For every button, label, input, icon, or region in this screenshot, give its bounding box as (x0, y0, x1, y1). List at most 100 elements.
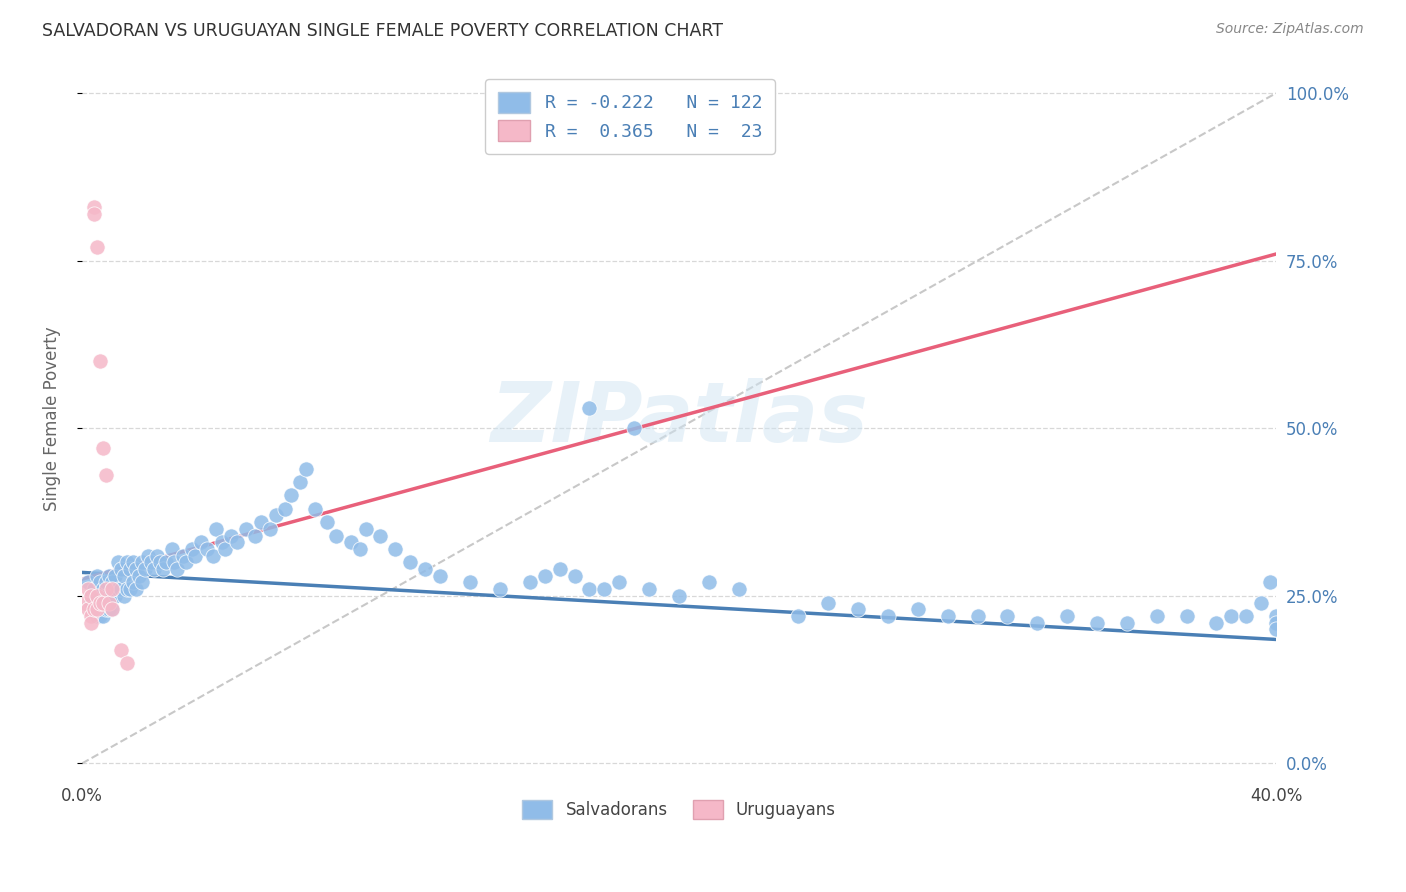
Point (101, 575, 124, 590)
Point (519, 575, 541, 590)
Point (94, 589, 117, 603)
Point (1056, 609, 1078, 624)
Point (115, 555, 138, 569)
Point (86, 609, 108, 624)
Point (429, 568, 451, 582)
Point (80, 615, 103, 630)
Point (83, 602, 105, 616)
Point (190, 535, 212, 549)
Point (94, 575, 117, 590)
Point (142, 562, 165, 576)
Point (243, 528, 266, 542)
Point (91, 582, 114, 597)
Point (131, 555, 153, 569)
Point (89, 596, 111, 610)
Point (399, 555, 422, 569)
Point (211, 535, 233, 549)
Point (1265, 609, 1288, 624)
Point (125, 562, 148, 576)
Point (274, 501, 297, 516)
Point (139, 555, 162, 569)
Point (86, 589, 108, 603)
Point (1205, 615, 1227, 630)
Point (136, 549, 159, 563)
Point (121, 555, 143, 569)
Point (181, 541, 204, 556)
Point (166, 562, 188, 576)
Point (112, 568, 135, 582)
Point (907, 602, 929, 616)
Point (83, 200, 105, 214)
Point (1258, 575, 1281, 590)
Point (128, 568, 150, 582)
Point (160, 541, 183, 556)
Point (413, 562, 436, 576)
Point (226, 535, 249, 549)
Point (288, 475, 311, 489)
Point (936, 609, 959, 624)
Point (80, 589, 103, 603)
Text: SALVADORAN VS URUGUAYAN SINGLE FEMALE POVERTY CORRELATION CHART: SALVADORAN VS URUGUAYAN SINGLE FEMALE PO… (42, 22, 723, 40)
Point (623, 421, 645, 435)
Point (877, 609, 900, 624)
Point (91, 602, 114, 616)
Point (304, 501, 326, 516)
Point (83, 207, 105, 221)
Point (202, 549, 225, 563)
Point (86, 602, 108, 616)
Point (195, 541, 218, 556)
Point (1250, 596, 1272, 610)
Point (107, 555, 129, 569)
Point (89, 575, 111, 590)
Point (564, 568, 586, 582)
Point (83, 602, 105, 616)
Point (846, 602, 869, 616)
Point (94, 602, 117, 616)
Point (125, 582, 148, 597)
Point (259, 522, 281, 536)
Point (966, 609, 988, 624)
Point (172, 549, 194, 563)
Point (264, 508, 287, 523)
Point (107, 582, 129, 597)
Point (1220, 609, 1243, 624)
Point (163, 555, 186, 569)
Point (548, 562, 571, 576)
Point (91, 609, 114, 624)
Point (458, 575, 481, 590)
Legend: Salvadorans, Uruguayans: Salvadorans, Uruguayans (516, 793, 842, 826)
Point (370, 528, 392, 542)
Point (77, 602, 100, 616)
Point (97, 602, 120, 616)
Point (101, 602, 124, 616)
Point (97, 596, 120, 610)
Point (97, 589, 120, 603)
Point (638, 582, 661, 597)
Point (89, 609, 111, 624)
Point (578, 582, 600, 597)
Point (80, 609, 103, 624)
Point (1234, 609, 1257, 624)
Point (89, 354, 111, 368)
Point (315, 515, 337, 529)
Point (97, 568, 120, 582)
Point (280, 488, 302, 502)
Point (91, 442, 114, 456)
Point (349, 541, 371, 556)
Point (1265, 615, 1288, 630)
Point (86, 568, 108, 582)
Point (86, 240, 108, 254)
Point (152, 562, 174, 576)
Point (118, 562, 141, 576)
Point (118, 582, 141, 597)
Point (115, 656, 138, 670)
Text: Source: ZipAtlas.com: Source: ZipAtlas.com (1216, 22, 1364, 37)
Point (80, 589, 103, 603)
Point (94, 582, 117, 597)
Point (131, 575, 153, 590)
Point (110, 642, 132, 657)
Point (101, 582, 124, 597)
Point (787, 609, 810, 624)
Point (101, 602, 124, 616)
Point (205, 522, 228, 536)
